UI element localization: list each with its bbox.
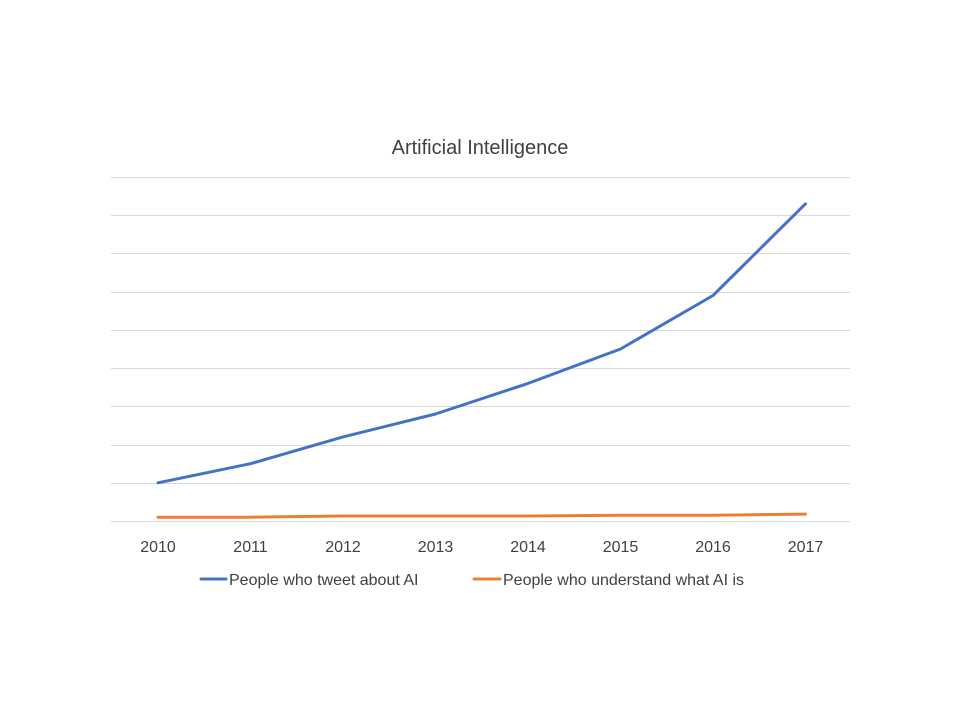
chart-title: Artificial Intelligence (392, 137, 569, 159)
x-tick-label-2012: 2012 (325, 539, 361, 556)
x-axis-tick-labels: 2010 2011 2012 2013 2014 2015 2016 2017 (140, 539, 823, 556)
series-line-1 (156, 512, 807, 519)
series-line-0 (156, 202, 807, 485)
x-tick-label-2013: 2013 (418, 539, 454, 556)
x-tick-label-2011: 2011 (233, 539, 268, 556)
legend: People who tweet about AI People who unde… (199, 572, 744, 589)
legend-label-0: People who tweet about AI (229, 572, 418, 589)
gridlines (111, 177, 850, 522)
legend-label-1: People who understand what AI is (503, 572, 744, 589)
x-tick-label-2010: 2010 (140, 539, 176, 556)
x-tick-label-2014: 2014 (510, 539, 546, 556)
legend-item-1: People who understand what AI is (472, 572, 744, 589)
legend-item-0: People who tweet about AI (199, 572, 418, 589)
x-tick-label-2016: 2016 (695, 539, 731, 556)
x-tick-label-2015: 2015 (603, 539, 639, 556)
x-tick-label-2017: 2017 (788, 539, 824, 556)
series-lines (156, 202, 807, 519)
